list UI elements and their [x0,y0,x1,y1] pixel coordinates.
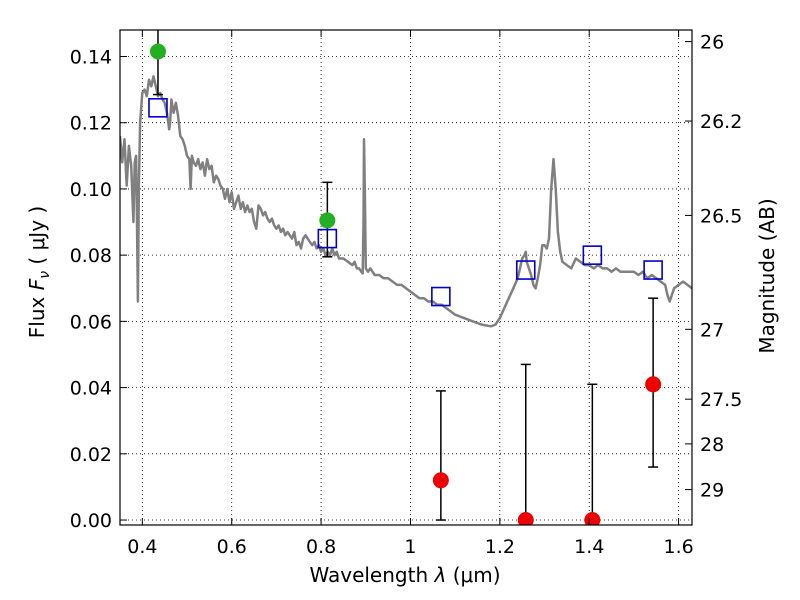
nondetection-point [517,512,534,525]
x-tick-label: 1.2 [485,536,515,558]
y-tick-label: 0.04 [70,378,112,400]
y-tick-label: 0.00 [70,510,112,532]
nondetection-point [645,376,662,393]
y-tick-label: 0.14 [70,46,112,68]
y2-tick-label: 27 [700,319,724,341]
plot-frame [119,29,693,526]
y-tick-label: 0.10 [70,179,112,201]
model-photometry-square [431,286,451,307]
x-tick-label: 1.4 [574,536,604,558]
model-photometry-square [515,260,536,280]
y2-tick-label: 28 [700,434,724,456]
x-tick-label: 0.8 [306,536,336,558]
nondetection-point [432,472,449,489]
y2-tick-label: 26.2 [700,111,742,133]
model-photometry-square [582,245,603,265]
model-spectrum-line [120,75,692,328]
y-axis-label: Flux Fν ( μJy ) [25,206,53,338]
x-tick-label: 1.6 [663,536,693,558]
model-photometry-square [148,98,168,118]
x-axis-label: Wavelength λ (μm) [309,563,500,587]
x-tick-label: 0.4 [127,536,157,558]
nondetection-point [584,512,601,525]
axis-ticks: 0.4 0.6 0.8 1 1.2 1.4 1.6 0.00 0.02 0.04 0.06 0.08 0… [70,30,742,558]
y-tick-label: 0.08 [70,245,112,267]
y-tick-label: 0.12 [70,113,112,135]
y-tick-label: 0.02 [70,444,112,466]
x-tick-label: 0.6 [217,536,247,558]
y2-axis-label: Magnitude (AB) [755,198,779,353]
model-photometry-square [317,228,338,249]
y2-tick-label: 27.5 [700,389,742,411]
x-tick-label: 1 [404,536,416,558]
y2-tick-label: 26.5 [700,205,742,227]
y2-tick-label: 26 [700,32,724,54]
detection-point [319,212,336,229]
model-photometry-square [643,260,663,280]
detection-point [149,43,166,60]
y2-tick-label: 29 [700,480,724,502]
y-tick-label: 0.06 [70,311,112,333]
plot-area [120,30,692,525]
